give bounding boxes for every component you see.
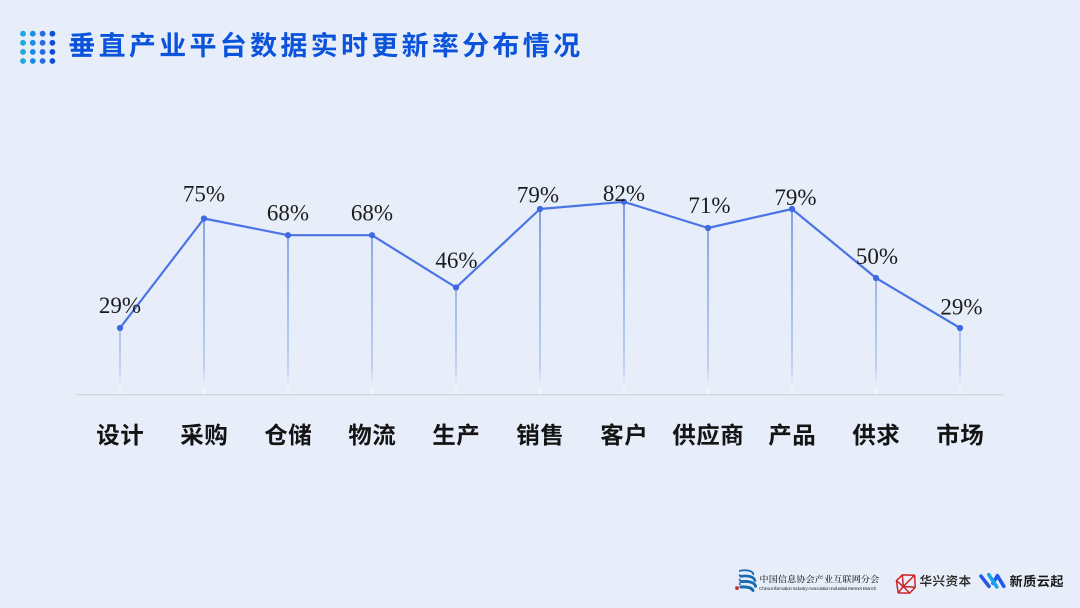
- svg-text:79%: 79%: [517, 183, 559, 208]
- svg-text:68%: 68%: [351, 201, 393, 226]
- svg-text:29%: 29%: [940, 295, 982, 320]
- svg-text:46%: 46%: [435, 248, 477, 273]
- svg-text:29%: 29%: [99, 293, 141, 318]
- svg-text:China Information Industry Ass: China Information Industry Association I…: [759, 586, 877, 592]
- svg-text:50%: 50%: [856, 244, 898, 269]
- svg-text:71%: 71%: [688, 193, 730, 218]
- svg-text:79%: 79%: [774, 185, 816, 210]
- svg-text:75%: 75%: [183, 182, 225, 207]
- svg-text:82%: 82%: [603, 181, 645, 206]
- svg-text:68%: 68%: [267, 201, 309, 226]
